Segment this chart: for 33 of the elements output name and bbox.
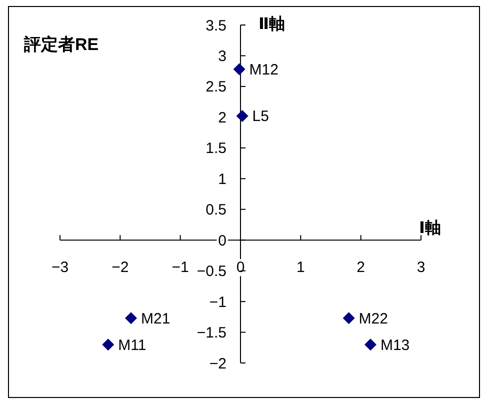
- x-tick-label: 0: [236, 259, 245, 276]
- point: [124, 312, 137, 324]
- y-tick-label: 1.5: [206, 140, 226, 158]
- annotation: M22: [358, 310, 388, 328]
- annotation: M11: [118, 336, 146, 354]
- x-tick-label: 3: [416, 259, 426, 276]
- y-tick-label: 2: [218, 109, 226, 126]
- annotation: M12: [249, 61, 278, 78]
- y-tick-label: 0.5: [206, 202, 226, 219]
- x-tick-label: −2: [112, 259, 129, 276]
- x-tick-label: −1: [172, 259, 189, 276]
- y-tick-label: 2.5: [206, 78, 226, 96]
- point: [233, 63, 246, 76]
- annotation: M13: [380, 336, 410, 354]
- y-tick-label: −1.5: [196, 324, 226, 342]
- point: [102, 338, 114, 351]
- x-tick-label: 2: [356, 259, 366, 276]
- annotation: M21: [140, 310, 170, 328]
- annotation: L5: [252, 108, 269, 126]
- point: [364, 338, 376, 351]
- x-tick-label: 1: [296, 259, 305, 276]
- point: [342, 312, 355, 324]
- point: [236, 110, 248, 122]
- y-axis-title: Ⅱ軸: [258, 15, 286, 33]
- y-tick-label: −2: [209, 355, 226, 372]
- y-tick-label: 3.5: [206, 17, 226, 34]
- y-tick-label: −1: [209, 294, 226, 311]
- y-tick-label: 3: [218, 48, 226, 65]
- x-tick-label: −3: [51, 259, 69, 276]
- y-tick-label: −0.5: [196, 263, 226, 280]
- x-axis-title: Ⅰ軸: [419, 219, 441, 238]
- text: 評定者RE: [23, 35, 99, 54]
- y-tick-label: 1: [218, 170, 226, 188]
